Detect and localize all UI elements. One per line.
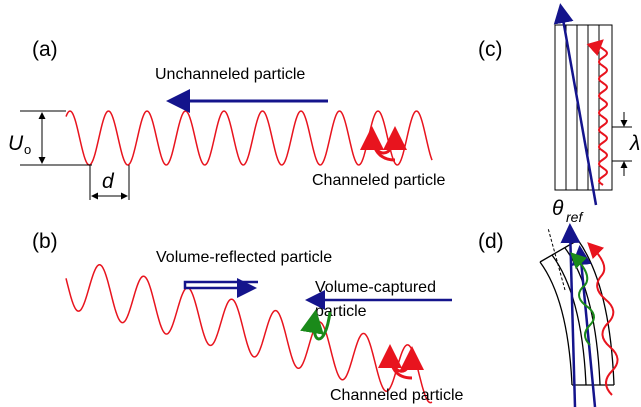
caption: particle: [315, 303, 367, 320]
subscript: ref: [566, 209, 584, 225]
symbol: U: [8, 132, 24, 155]
symbol: d: [102, 170, 115, 193]
caption: Channeled particle: [312, 172, 446, 189]
arrow: [360, 126, 396, 162]
symbol: θ: [552, 197, 564, 220]
arrow-text: Unchanneled particle: [155, 66, 305, 83]
panel-label: (b): [32, 230, 58, 253]
arrow: [378, 344, 413, 380]
trajectory: [570, 252, 595, 346]
guide: [547, 227, 566, 291]
panel-label: (c): [478, 38, 503, 61]
symbol: λ: [629, 132, 640, 155]
caption: Volume-reflected particle: [156, 249, 332, 266]
panel-label: (a): [32, 38, 58, 61]
potential-wave: [65, 110, 433, 166]
trajectory: [586, 39, 609, 186]
arrow: [300, 309, 332, 341]
caption: Channeled particle: [330, 387, 464, 404]
trajectory: [587, 242, 619, 396]
planes: [565, 25, 600, 190]
crystal: [554, 24, 613, 191]
subscript: o: [24, 142, 31, 157]
caption: Volume-captured: [315, 279, 436, 296]
arrow: [183, 278, 258, 298]
potential-wave: [65, 264, 433, 404]
arrow: [553, 3, 598, 206]
panel-label: (d): [478, 230, 504, 253]
